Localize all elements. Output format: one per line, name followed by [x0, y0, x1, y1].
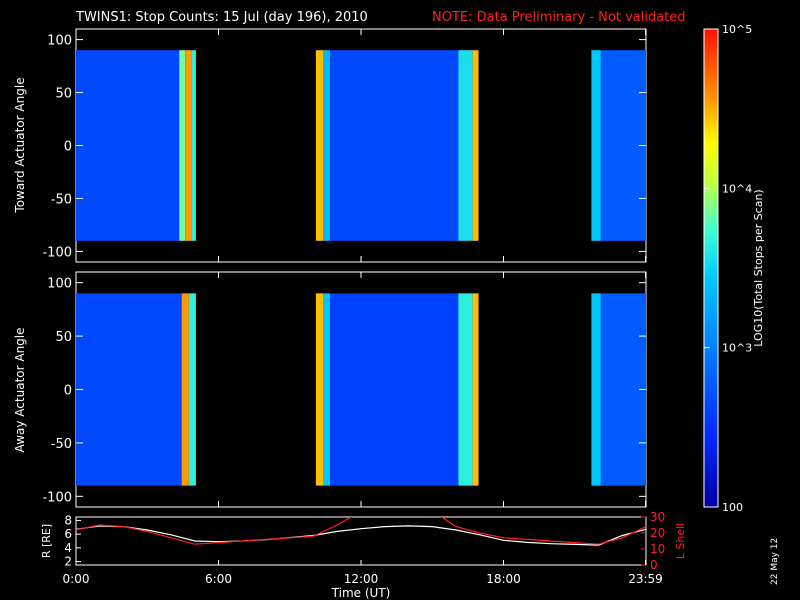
- panel-toward: 100 50 0 -50 -100 Toward Actuator Angle: [13, 28, 647, 263]
- panel-toward-yaxis: 100 50 0 -50 -100: [42, 29, 647, 262]
- toward-ytick-label: -100: [42, 245, 72, 260]
- toward-heatmap-segment: [591, 50, 601, 241]
- orbit-ytick-label-right: 10: [650, 542, 665, 556]
- toward-ytick-label: 50: [55, 87, 72, 102]
- r-distance-line: [76, 525, 646, 546]
- panel-away-ylabel: Away Actuator Angle: [13, 327, 27, 452]
- away-heatmap-segment: [330, 293, 459, 486]
- orbit-ytick-label-right: 20: [650, 526, 665, 540]
- panel-away-heatmap: [76, 293, 646, 486]
- l-shell-line: [76, 517, 646, 545]
- toward-heatmap-segment: [185, 50, 192, 241]
- away-heatmap-segment: [472, 293, 479, 486]
- away-ytick-label: -100: [42, 490, 72, 505]
- x-tick-label: 18:00: [486, 572, 521, 586]
- toward-ytick-label: -50: [51, 192, 72, 207]
- away-ytick-label: 0: [64, 384, 72, 399]
- toward-heatmap-segment: [179, 50, 186, 241]
- colorbar-ticks: 10^5 10^4 10^3 100: [704, 23, 752, 514]
- colorbar-tick-label: 10^5: [722, 23, 752, 36]
- preliminary-note: NOTE: Data Preliminary - Not validated: [432, 10, 686, 25]
- toward-heatmap-segment: [330, 50, 459, 241]
- orbit-ytick-label-left: 8: [64, 513, 72, 527]
- x-tick-label: 6:00: [205, 572, 232, 586]
- toward-heatmap-segment: [600, 50, 646, 241]
- colorbar: 10^5 10^4 10^3 100 LOG10(Total Stops per Sc…: [703, 23, 765, 514]
- colorbar-gradient: [703, 28, 719, 508]
- panel-orbit-frame: [75, 516, 647, 566]
- panel-orbit-ylabel-right: L Shell: [674, 523, 687, 559]
- chart-title: TWINS1: Stop Counts: 15 Jul (day 196), 2…: [75, 10, 368, 25]
- panel-toward-ylabel: Toward Actuator Angle: [13, 77, 27, 213]
- away-ytick-label: 50: [55, 330, 72, 345]
- colorbar-tick-label: 10^3: [722, 342, 752, 355]
- toward-heatmap-segment: [315, 50, 323, 241]
- away-heatmap-segment: [315, 293, 323, 486]
- toward-heatmap-segment: [472, 50, 479, 241]
- orbit-ytick-label-right: 30: [650, 510, 665, 524]
- x-tick-label: 23:59: [628, 572, 663, 586]
- orbit-ytick-label-right: 0: [650, 558, 658, 572]
- panel-orbit-lines: [76, 517, 646, 546]
- panel-away-yaxis: 100 50 0 -50 -100: [42, 272, 647, 507]
- orbit-ytick-label-left: 6: [64, 527, 72, 541]
- panel-away: 100 50 0 -50 -100 Away Actuator Angle: [13, 271, 647, 508]
- away-ytick-label: -50: [51, 437, 72, 452]
- x-axis-label: Time (UT): [331, 586, 391, 600]
- x-tick-label: 0:00: [63, 572, 90, 586]
- toward-heatmap-segment: [458, 50, 473, 241]
- colorbar-label: LOG10(Total Stops per Scan): [752, 189, 765, 346]
- away-ytick-label: 100: [47, 277, 72, 292]
- colorbar-tick-label: 100: [722, 501, 743, 514]
- away-heatmap-segment: [591, 293, 601, 486]
- orbit-ytick-label-left: 4: [64, 541, 72, 555]
- colorbar-tick-label: 10^4: [722, 182, 752, 195]
- orbit-ytick-label-left: 2: [64, 555, 72, 569]
- toward-heatmap-segment: [191, 50, 196, 241]
- away-heatmap-segment: [188, 293, 196, 486]
- away-heatmap-segment: [181, 293, 189, 486]
- panel-orbit-ylabel-left: R [RE]: [40, 524, 53, 558]
- away-heatmap-segment: [76, 293, 182, 486]
- toward-ytick-label: 100: [47, 34, 72, 49]
- toward-heatmap-segment: [323, 50, 331, 241]
- date-stamp: 22 May 12: [770, 537, 780, 585]
- toward-heatmap-segment: [76, 50, 180, 241]
- panel-toward-heatmap: [76, 50, 646, 241]
- away-heatmap-segment: [323, 293, 331, 486]
- away-heatmap-segment: [458, 293, 473, 486]
- away-heatmap-segment: [600, 293, 646, 486]
- toward-ytick-label: 0: [64, 140, 72, 155]
- x-tick-label: 12:00: [344, 572, 379, 586]
